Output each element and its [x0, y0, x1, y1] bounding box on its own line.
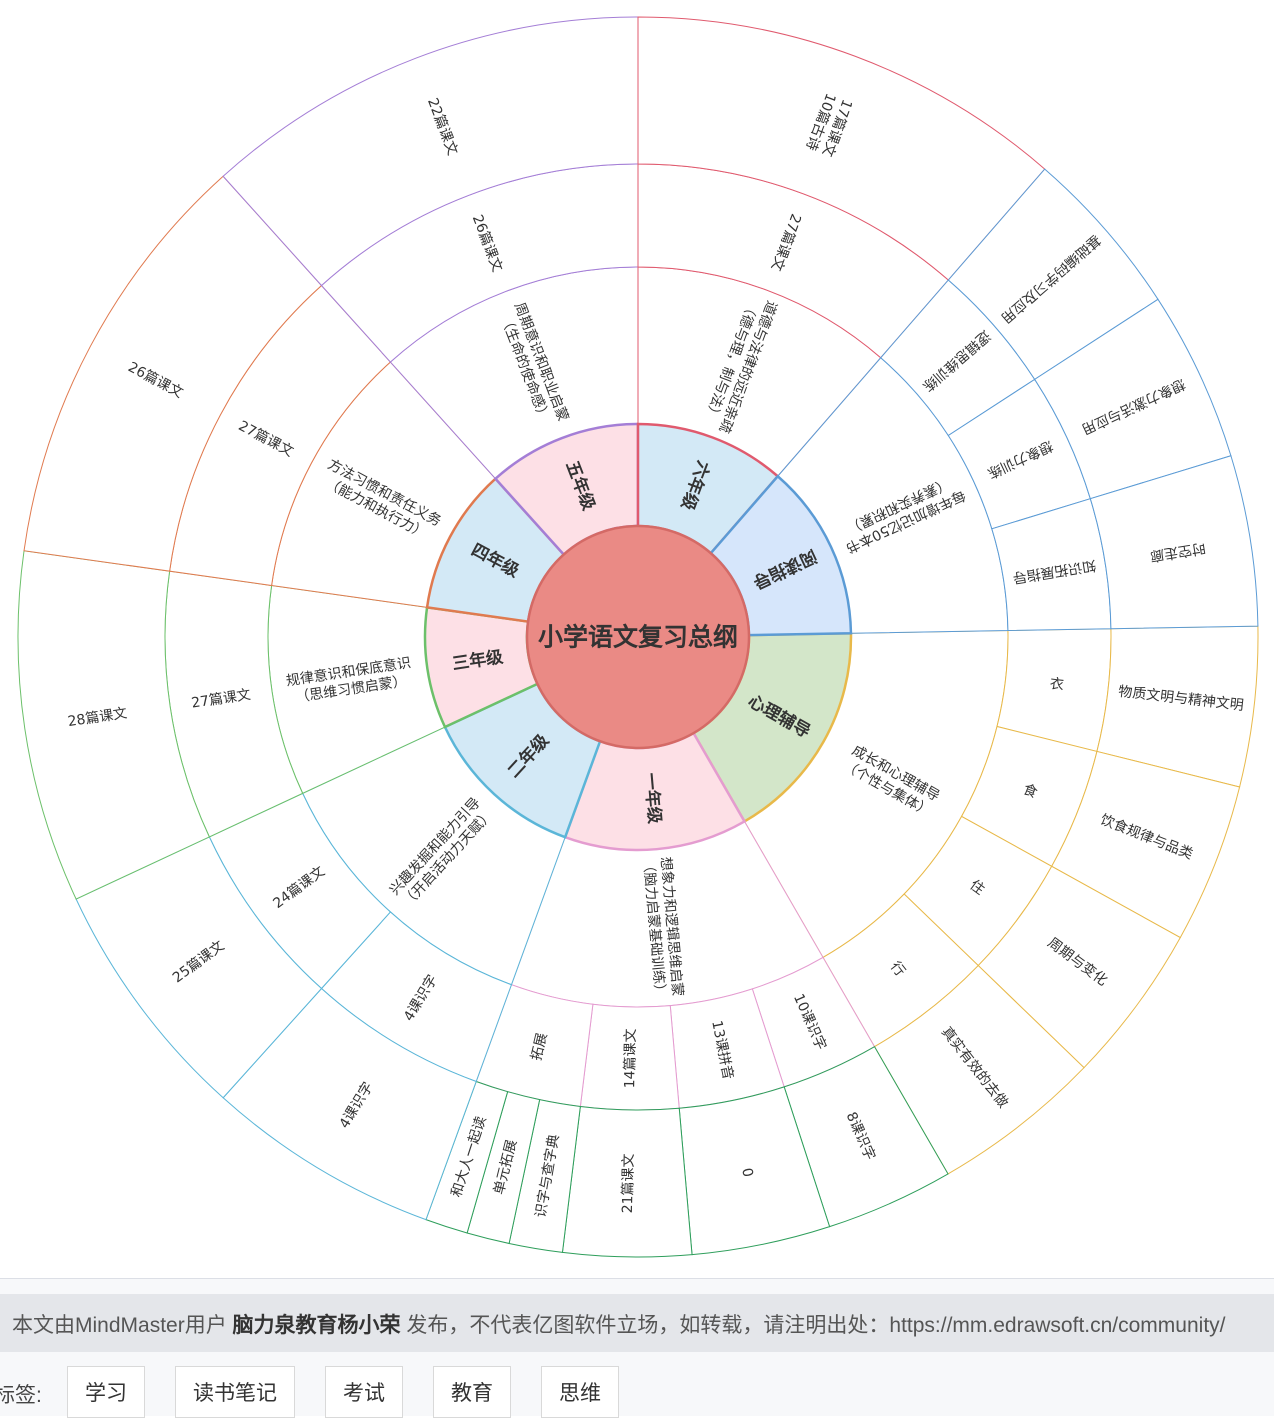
reading-ring4-node-0[interactable]: [947, 168, 1159, 381]
center-circle[interactable]: [525, 524, 751, 750]
tag-reading-notes[interactable]: 读书笔记: [175, 1366, 295, 1418]
branch-g1: 想象力和逻辑思维启蒙（脑力启蒙基础训练）10课识字13课拼音14篇课文拓展8课识…: [425, 731, 949, 1258]
reading-ring4-node-2[interactable]: [1089, 455, 1259, 630]
branch-reading: 每年增加记忆50本书（素养实和积累）逻辑思维训练想象力训练知识拓展指导基础编码学…: [709, 168, 1259, 637]
psych-ring4-node-2[interactable]: [977, 865, 1181, 1069]
psych-ring3-label-1: 食: [1021, 781, 1040, 802]
branch-psych: 成长和心理辅导（个性与集体）衣食住行物质文明与精神文明饮食规律与品类周期与变化真…: [691, 625, 1259, 1175]
psych-ring4-node-1[interactable]: [1051, 750, 1241, 939]
tag-education[interactable]: 教育: [433, 1366, 511, 1418]
g1-ring4-node-5[interactable]: [425, 1080, 509, 1234]
psych-ring4-node-3[interactable]: [873, 964, 1085, 1175]
g4-ring4-node-0[interactable]: [23, 175, 323, 572]
g3-ring4-node-0[interactable]: [17, 550, 210, 900]
tag-thinking[interactable]: 思维: [541, 1366, 619, 1418]
branch-label-g1: 一年级: [640, 772, 665, 825]
reading-ring4-node-1[interactable]: [1033, 298, 1232, 500]
copyright-notice: 本文由MindMaster用户 脑力泉教育杨小荣 发布，不代表亿图软件立场，如转…: [12, 1309, 1226, 1339]
notice-prefix: 本文由MindMaster用户: [12, 1314, 227, 1337]
g1-ring3-label-3: 拓展: [529, 1031, 551, 1062]
center-title: 小学语文复习总纲: [538, 623, 738, 652]
g1-ring4-label-1: 0: [738, 1167, 755, 1179]
g1-ring4-label-2: 21篇课文: [620, 1153, 637, 1213]
psych-ring3-label-0: 衣: [1049, 676, 1065, 693]
g2-ring4-node-1[interactable]: [75, 836, 323, 1099]
center-node: 小学语文复习总纲: [525, 524, 751, 750]
g6-ring4-node-0[interactable]: [637, 16, 1046, 281]
g1-ring4-node-4[interactable]: [466, 1091, 541, 1245]
g1-ring4-node-0[interactable]: [783, 1045, 949, 1228]
divider: [0, 1278, 1274, 1279]
copyright-notice-bar: [0, 1294, 1274, 1352]
g1-ring3-label-2: 14篇课文: [622, 1028, 639, 1088]
tag-study[interactable]: 学习: [67, 1366, 145, 1418]
g2-ring4-node-0[interactable]: [222, 987, 477, 1221]
tag-exam[interactable]: 考试: [325, 1366, 403, 1418]
g1-ring4-node-1[interactable]: [678, 1086, 831, 1256]
g5-ring4-node-0[interactable]: [222, 16, 639, 287]
notice-suffix: 发布，不代表亿图软件立场，如转载，请注明出处：https://mm.edraws…: [406, 1314, 1226, 1337]
g1-ring4-node-3[interactable]: [508, 1099, 581, 1253]
sunburst-mind-map: 成长和心理辅导（个性与集体）衣食住行物质文明与精神文明饮食规律与品类周期与变化真…: [17, 16, 1259, 1258]
author-name[interactable]: 脑力泉教育杨小荣: [232, 1314, 401, 1337]
tags-label: 标签:: [0, 1384, 42, 1407]
g1-ring4-node-2[interactable]: [561, 1105, 693, 1258]
